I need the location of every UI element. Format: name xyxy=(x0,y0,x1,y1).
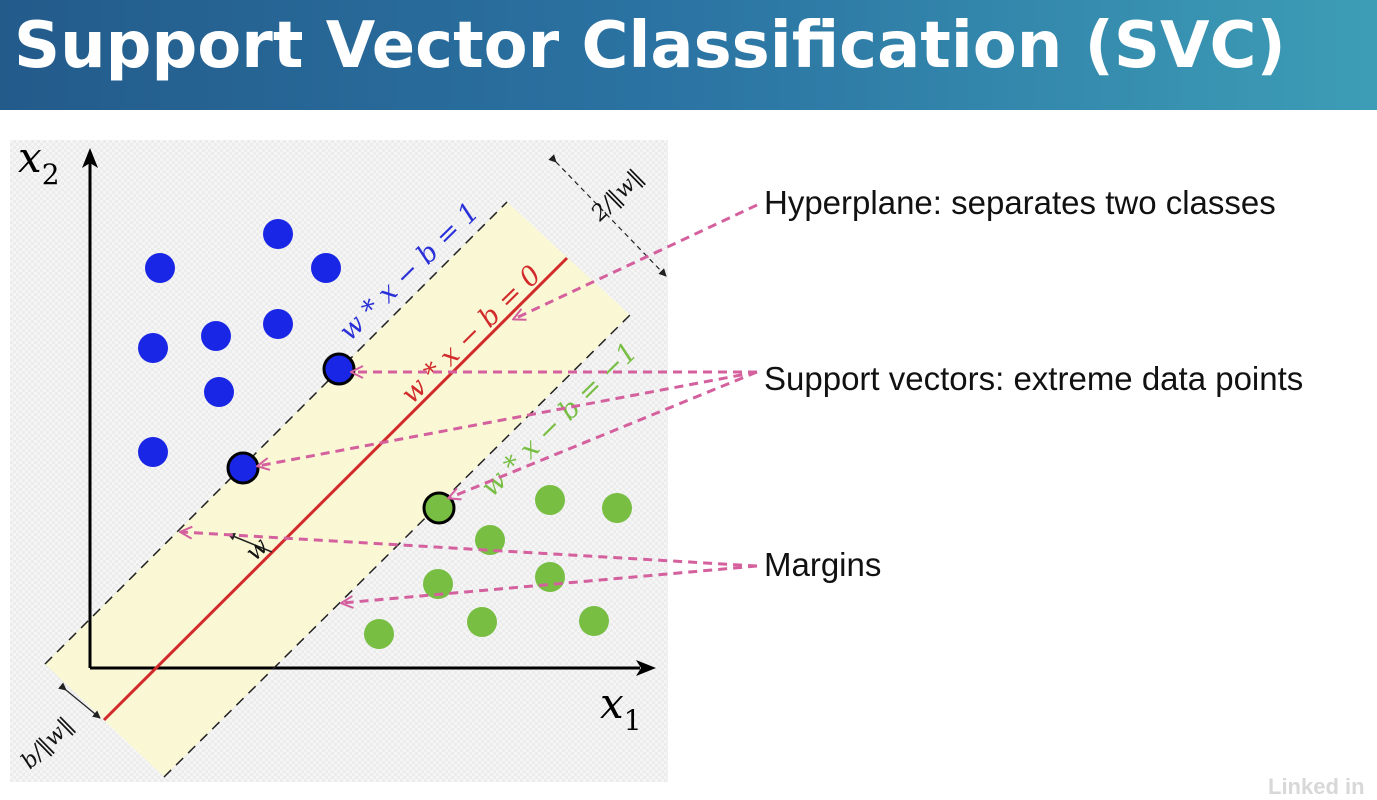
offset-indicator xyxy=(58,682,101,719)
x2-axis-label: x2 xyxy=(18,133,60,191)
support-vector-blue-2 xyxy=(226,451,260,485)
blue-point xyxy=(311,253,341,283)
margin-arrow-upper xyxy=(181,532,758,568)
title-bar: Support Vector Classification (SVC) xyxy=(0,0,1377,110)
green-point xyxy=(602,493,632,523)
margins-callout: Margins xyxy=(764,546,882,583)
blue-point xyxy=(204,377,234,407)
green-point xyxy=(467,607,497,637)
margin-width-label: 2/‖w‖ xyxy=(586,165,649,227)
support-vector-green xyxy=(422,491,456,525)
green-point xyxy=(475,525,505,555)
hyperplane-callout: Hyperplane: separates two classes xyxy=(764,184,1276,221)
blue-point xyxy=(263,309,293,339)
blue-point xyxy=(145,253,175,283)
blue-point xyxy=(138,333,168,363)
green-point xyxy=(535,562,565,592)
green-point xyxy=(364,619,394,649)
support-vector-blue-1 xyxy=(322,352,356,386)
green-point xyxy=(579,606,609,636)
support-vectors-callout: Support vectors: extreme data points xyxy=(764,360,1304,397)
upper-margin-line xyxy=(44,201,508,665)
slide-title: Support Vector Classification (SVC) xyxy=(14,9,1286,83)
green-point xyxy=(423,569,453,599)
blue-point xyxy=(263,219,293,249)
normal-vector-arrow xyxy=(227,532,273,553)
axes xyxy=(82,148,656,676)
support-vector-arrow-2 xyxy=(258,370,758,466)
offset-label: b/‖w‖ xyxy=(17,713,79,775)
blue-point xyxy=(201,321,231,351)
x1-axis-label: x1 xyxy=(600,679,642,737)
green-point xyxy=(535,485,565,515)
support-vector-arrow-3 xyxy=(449,370,758,498)
callout-arrows xyxy=(181,203,758,603)
blue-point xyxy=(138,437,168,467)
linkedin-watermark: Linked in xyxy=(1268,774,1365,799)
margin-arrow-lower xyxy=(342,564,758,603)
hyperplane-line xyxy=(102,256,569,722)
class-a-points xyxy=(138,219,341,467)
